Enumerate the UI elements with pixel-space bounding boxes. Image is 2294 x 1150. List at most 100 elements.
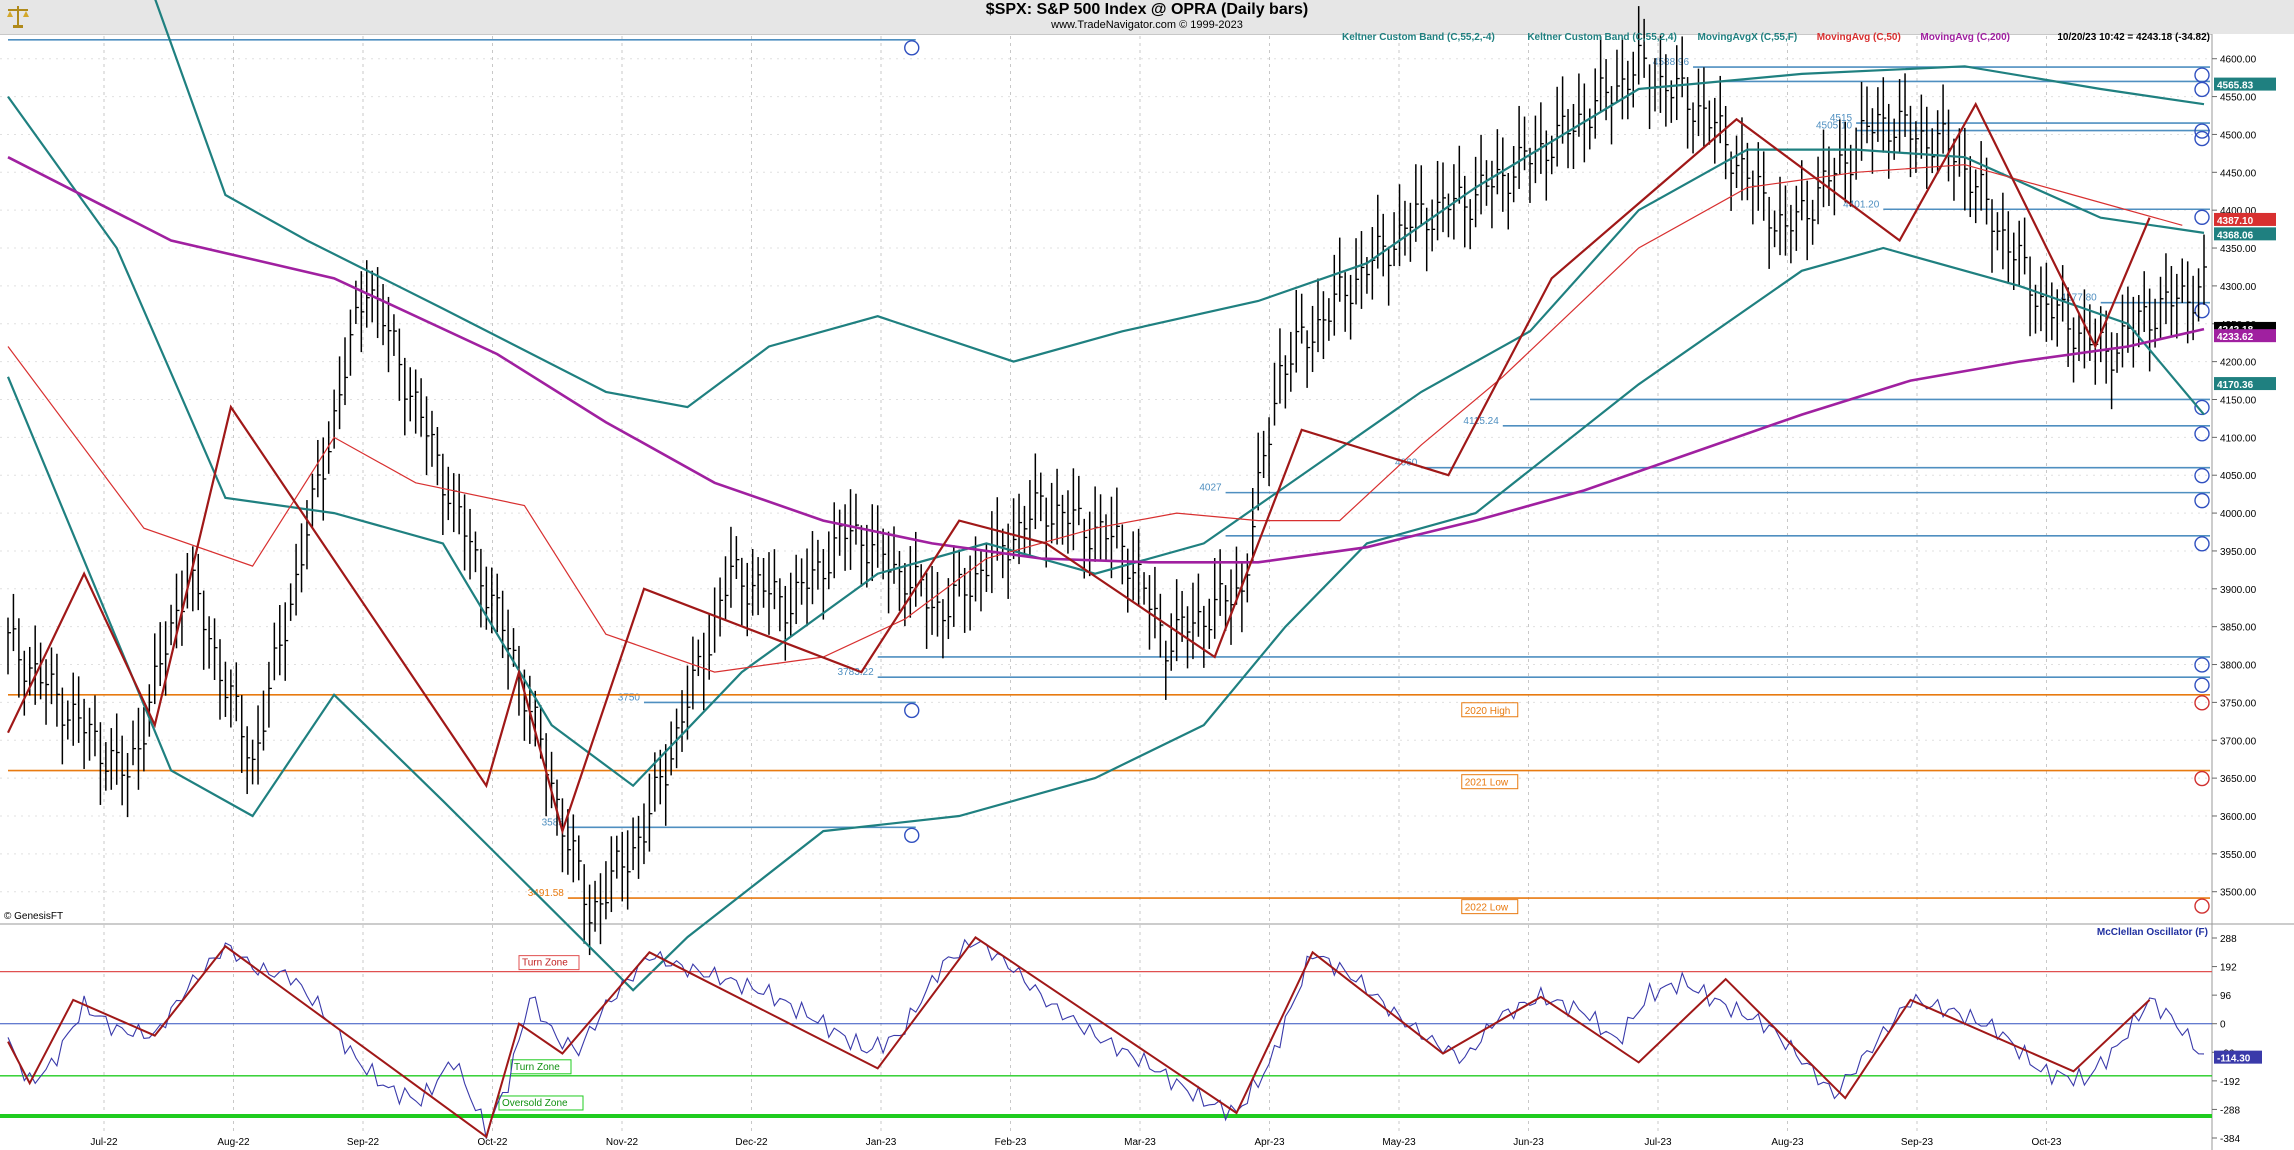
price-value-badge-label: 4565.83 bbox=[2217, 81, 2254, 92]
y-tick-label: 3500.00 bbox=[2220, 888, 2257, 899]
level-label: 4115.24 bbox=[1463, 416, 1499, 427]
level-marker-circle bbox=[2194, 130, 2210, 147]
y-tick-label: 4150.00 bbox=[2220, 395, 2257, 406]
indicator-line bbox=[7, 156, 2205, 564]
price-value-badge bbox=[2214, 377, 2276, 391]
annotation-label: 2021 Low bbox=[1465, 778, 1509, 789]
level-marker-circle bbox=[2194, 123, 2210, 139]
level-marker-circle bbox=[2194, 426, 2210, 442]
osc-zone-label: Oversold Zone bbox=[502, 1098, 568, 1109]
y-tick-label: 3900.00 bbox=[2220, 585, 2257, 596]
price-value-badge-label: 4387.10 bbox=[2217, 216, 2254, 227]
y-tick-label: 4100.00 bbox=[2220, 433, 2257, 444]
osc-zigzag-line bbox=[7, 936, 2151, 1139]
x-tick-label: Mar-23 bbox=[1124, 1137, 1156, 1148]
osc-zone-label: Turn Zone bbox=[514, 1062, 560, 1073]
x-tick-label: Sep-22 bbox=[347, 1137, 380, 1148]
x-tick-label: Apr-23 bbox=[1254, 1137, 1284, 1148]
legend-item: MovingAvg (C,50) bbox=[1817, 32, 1901, 43]
osc-y-tick-label: 192 bbox=[2220, 963, 2237, 974]
osc-y-tick-label: -192 bbox=[2220, 1077, 2240, 1088]
x-tick-label: Aug-22 bbox=[217, 1137, 250, 1148]
indicator-line bbox=[7, 164, 2183, 673]
level-marker-circle bbox=[904, 40, 920, 56]
osc-y-tick-label: 96 bbox=[2220, 991, 2232, 1002]
chart-title: $SPX: S&P 500 Index @ OPRA (Daily bars) bbox=[985, 1, 1309, 18]
level-label: 3783.22 bbox=[838, 667, 875, 678]
copyright-label: © GenesisFT bbox=[4, 911, 63, 922]
level-marker-circle bbox=[2194, 695, 2210, 711]
indicator-line bbox=[7, 95, 2205, 788]
y-tick-label: 3800.00 bbox=[2220, 661, 2257, 672]
osc-zone-box bbox=[518, 955, 580, 971]
y-tick-label: 3950.00 bbox=[2220, 547, 2257, 558]
level-marker-circle bbox=[2194, 657, 2210, 673]
osc-y-tick-label: 0 bbox=[2220, 1020, 2226, 1031]
x-tick-label: Oct-22 bbox=[477, 1137, 507, 1148]
level-marker-circle bbox=[2194, 81, 2210, 98]
y-tick-label: 3600.00 bbox=[2220, 812, 2257, 823]
annotation-label: 2022 Low bbox=[1465, 903, 1509, 914]
y-tick-label: 4300.00 bbox=[2220, 282, 2257, 293]
level-marker-circle bbox=[2194, 536, 2210, 552]
level-label: 4515 bbox=[1830, 113, 1853, 124]
y-tick-label: 4200.00 bbox=[2220, 358, 2257, 369]
level-marker-circle bbox=[2194, 677, 2210, 693]
legend-item: MovingAvg (C,200) bbox=[1920, 32, 2010, 43]
x-tick-label: Aug-23 bbox=[1771, 1137, 1804, 1148]
y-tick-label: 3750.00 bbox=[2220, 698, 2257, 709]
osc-y-tick-label: -288 bbox=[2220, 1105, 2240, 1116]
annotation-box bbox=[1461, 702, 1519, 718]
level-label: 4588.96 bbox=[1653, 57, 1690, 68]
y-tick-label: 4350.00 bbox=[2220, 244, 2257, 255]
y-tick-label: 3850.00 bbox=[2220, 623, 2257, 634]
osc-zone-label: Turn Zone bbox=[522, 958, 568, 969]
y-tick-label: 4400.00 bbox=[2220, 206, 2257, 217]
level-marker-circle bbox=[2194, 770, 2210, 787]
osc-y-tick-label: -384 bbox=[2220, 1134, 2240, 1145]
x-tick-label: May-23 bbox=[1382, 1137, 1416, 1148]
y-tick-label: 4500.00 bbox=[2220, 130, 2257, 141]
level-label: 4027 bbox=[1199, 483, 1222, 494]
indicator-line bbox=[154, 0, 2205, 409]
scales-of-justice-icon bbox=[7, 6, 29, 28]
x-tick-label: Dec-22 bbox=[735, 1137, 768, 1148]
level-marker-circle bbox=[2194, 898, 2210, 914]
level-label: 3750 bbox=[618, 692, 641, 703]
y-tick-label: 3700.00 bbox=[2220, 736, 2257, 747]
y-tick-label: 4050.00 bbox=[2220, 471, 2257, 482]
x-tick-label: Jul-22 bbox=[90, 1137, 118, 1148]
price-value-badge-label: 4368.06 bbox=[2217, 230, 2254, 241]
level-label: 4277.80 bbox=[2061, 293, 2098, 304]
level-marker-circle bbox=[2194, 492, 2210, 509]
x-tick-label: Feb-23 bbox=[995, 1137, 1027, 1148]
x-tick-label: Oct-23 bbox=[2031, 1137, 2061, 1148]
x-tick-label: Sep-23 bbox=[1901, 1137, 1934, 1148]
y-tick-label: 4000.00 bbox=[2220, 509, 2257, 520]
level-marker-circle bbox=[2194, 467, 2210, 484]
chart-subtitle: www.TradeNavigator.com © 1999-2023 bbox=[1051, 19, 1243, 31]
x-tick-label: Jul-23 bbox=[1644, 1137, 1672, 1148]
y-tick-label: 3550.00 bbox=[2220, 850, 2257, 861]
indicator-line bbox=[6, 246, 2205, 992]
annotation-box bbox=[1461, 774, 1519, 790]
level-label: 4505.10 bbox=[1816, 121, 1853, 132]
legend-item: Keltner Custom Band (C,55,2,-4) bbox=[1342, 32, 1495, 43]
legend-item: Keltner Custom Band (C,55,2,4) bbox=[1527, 32, 1676, 43]
zigzag-line bbox=[7, 101, 2151, 835]
oscillator-line bbox=[7, 938, 2205, 1139]
osc-y-tick-label: 288 bbox=[2220, 934, 2237, 945]
osc-value-badge bbox=[2214, 1050, 2262, 1064]
y-tick-label: 4550.00 bbox=[2220, 93, 2257, 104]
x-tick-label: Jan-23 bbox=[866, 1137, 897, 1148]
y-tick-label: 4600.00 bbox=[2220, 55, 2257, 66]
level-label: 3491.58 bbox=[528, 888, 565, 899]
price-value-badge-label: 4233.62 bbox=[2217, 332, 2254, 343]
oscillator-title: McClellan Oscillator (F) bbox=[2097, 927, 2208, 938]
level-marker-circle bbox=[2194, 67, 2210, 83]
level-marker-circle bbox=[904, 702, 920, 719]
level-label: 4401.20 bbox=[1843, 199, 1880, 210]
x-tick-label: Nov-22 bbox=[606, 1137, 639, 1148]
